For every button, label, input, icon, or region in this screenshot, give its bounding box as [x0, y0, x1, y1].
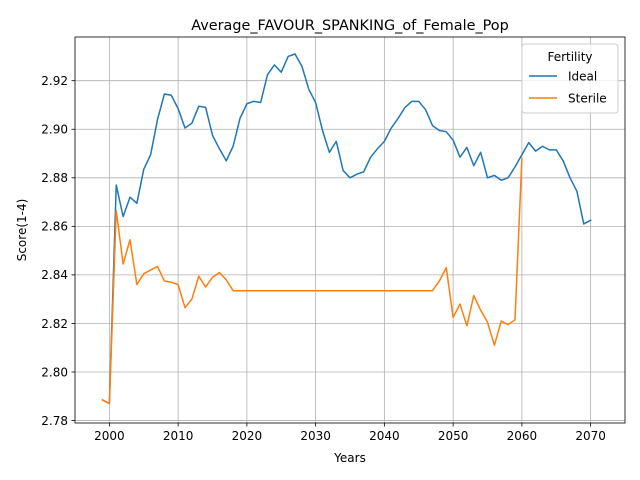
x-axis-label: Years: [333, 451, 366, 465]
legend-title: Fertility: [547, 50, 592, 64]
y-axis-ticks: 2.78 2.80 2.82 2.84 2.86 2.88 2.90 2.92: [41, 74, 75, 428]
chart-title: Average_FAVOUR_SPANKING_of_Female_Pop: [191, 18, 509, 34]
x-tick-label: 2010: [163, 429, 194, 443]
legend-entries: Ideal Sterile: [529, 69, 607, 105]
legend-label-sterile: Sterile: [568, 91, 607, 105]
x-tick-label: 2060: [507, 429, 538, 443]
x-tick-label: 2070: [575, 429, 606, 443]
legend-box: [521, 43, 619, 114]
y-tick-label: 2.92: [41, 74, 68, 88]
x-tick-label: 2040: [369, 429, 400, 443]
y-tick-label: 2.90: [41, 123, 68, 137]
series-line-ideal: [101, 53, 592, 405]
y-tick-label: 2.86: [41, 220, 68, 234]
y-tick-label: 2.82: [41, 317, 68, 331]
x-tick-label: 2020: [232, 429, 263, 443]
x-tick-label: 2030: [300, 429, 331, 443]
series-layer: [101, 53, 592, 405]
x-axis-ticks: 2000 2010 2020 2030 2040 2050 2060 2070: [94, 423, 606, 443]
y-tick-label: 2.88: [41, 171, 68, 185]
y-tick-label: 2.80: [41, 365, 68, 379]
y-tick-label: 2.78: [41, 414, 68, 428]
legend-label-ideal: Ideal: [568, 69, 597, 83]
y-axis-label: Score(1-4): [15, 199, 29, 262]
x-tick-label: 2050: [438, 429, 469, 443]
series-line-sterile: [101, 157, 523, 405]
axes-frame: [74, 36, 626, 424]
x-tick-label: 2000: [94, 429, 125, 443]
legend: Fertility Ideal Sterile: [521, 43, 619, 114]
y-tick-label: 2.84: [41, 268, 68, 282]
